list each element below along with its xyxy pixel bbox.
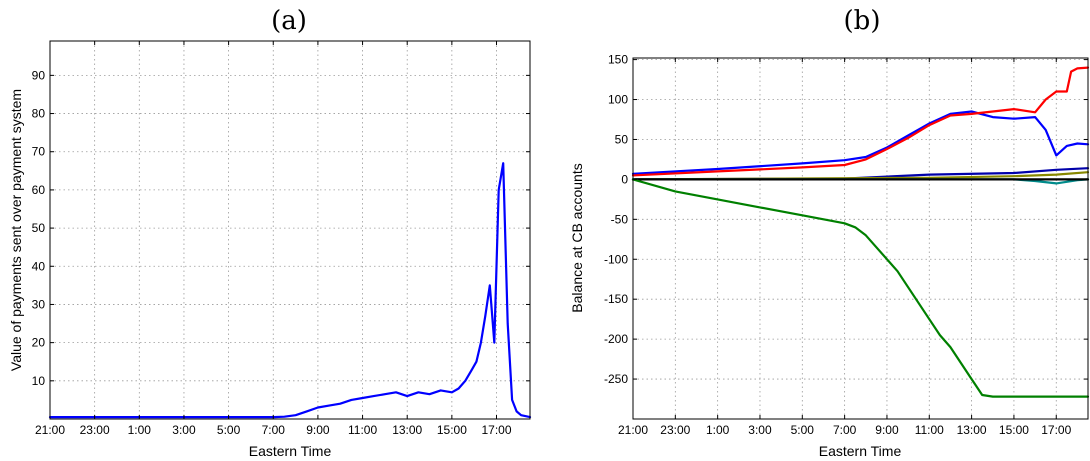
series-group-a <box>48 162 532 419</box>
x-tick-label: 5:00 <box>217 423 241 437</box>
ticks-b: 21:00 23:00 1:00 3:00 5:00 7:00 9:00 11:00 13:00… <box>604 53 1088 437</box>
x-tick-label: 3:00 <box>748 423 772 437</box>
series-group-b <box>631 66 1090 398</box>
x-tick-label: 13:00 <box>392 423 422 437</box>
y-tick-label: 0 <box>621 172 628 186</box>
y-tick-label: -250 <box>604 372 628 386</box>
x-tick-label: 15:00 <box>999 423 1029 437</box>
x-tick-label: 7:00 <box>833 423 857 437</box>
series-line-b-6 <box>631 178 1090 398</box>
y-tick-label: -150 <box>604 292 628 306</box>
x-axis-label-b: Eastern Time <box>819 443 902 459</box>
y-tick-label: -50 <box>611 212 629 226</box>
y-tick-label: 100 <box>608 93 628 107</box>
grid-b <box>632 58 1088 419</box>
chart-title-a: (a) <box>271 6 307 36</box>
x-tick-label: 13:00 <box>957 423 987 437</box>
x-tick-label: 11:00 <box>348 423 377 437</box>
chart-title-b: (b) <box>844 6 881 36</box>
y-tick-label: 20 <box>32 336 46 350</box>
series-line-a-0 <box>48 162 532 419</box>
x-tick-label: 7:00 <box>262 423 286 437</box>
y-tick-label: 10 <box>32 374 46 388</box>
y-tick-label: 50 <box>615 132 629 146</box>
chart-panel-b: (b) 21:00 23:00 1:00 3:00 5:00 7:00 9:00 11:00 1… <box>569 6 1090 459</box>
y-tick-label: 150 <box>608 53 628 67</box>
y-tick-label: 70 <box>32 145 46 159</box>
y-tick-label: 90 <box>32 68 46 82</box>
x-tick-label: 23:00 <box>660 423 690 437</box>
x-tick-label: 3:00 <box>172 423 196 437</box>
series-line-b-0 <box>631 110 1090 175</box>
ticks-a: 21:00 23:00 1:00 3:00 5:00 7:00 9:00 11:00 13:00… <box>32 41 530 437</box>
series-line-b-1 <box>631 66 1090 177</box>
x-tick-label: 15:00 <box>437 423 467 437</box>
y-tick-label: -200 <box>604 332 628 346</box>
y-tick-label: 80 <box>32 107 46 121</box>
y-tick-label: 50 <box>32 221 46 235</box>
chart-panel-a: (a) 21:00 23:00 1:00 3:00 5:00 7:00 9:00 11:00 1… <box>8 6 532 459</box>
x-tick-label: 1:00 <box>128 423 152 437</box>
x-tick-label: 17:00 <box>1041 423 1071 437</box>
x-tick-label: 23:00 <box>80 423 110 437</box>
y-tick-label: -100 <box>604 252 628 266</box>
y-axis-label-b: Balance at CB accounts <box>569 163 585 312</box>
x-tick-label: 5:00 <box>791 423 815 437</box>
plot-frame-b <box>632 57 1089 420</box>
x-axis-label-a: Eastern Time <box>249 443 332 459</box>
plot-frame-a <box>49 40 531 420</box>
x-tick-label: 1:00 <box>706 423 730 437</box>
y-tick-label: 40 <box>32 259 46 273</box>
x-tick-label: 9:00 <box>306 423 330 437</box>
x-tick-label: 21:00 <box>618 423 648 437</box>
grid-a <box>49 41 530 419</box>
x-tick-label: 21:00 <box>35 423 65 437</box>
y-axis-label-a: Value of payments sent over payment syst… <box>8 89 24 371</box>
x-tick-label: 9:00 <box>875 423 899 437</box>
x-tick-label: 17:00 <box>481 423 511 437</box>
y-tick-label: 60 <box>32 183 46 197</box>
y-tick-label: 30 <box>32 297 46 311</box>
x-tick-label: 11:00 <box>915 423 944 437</box>
